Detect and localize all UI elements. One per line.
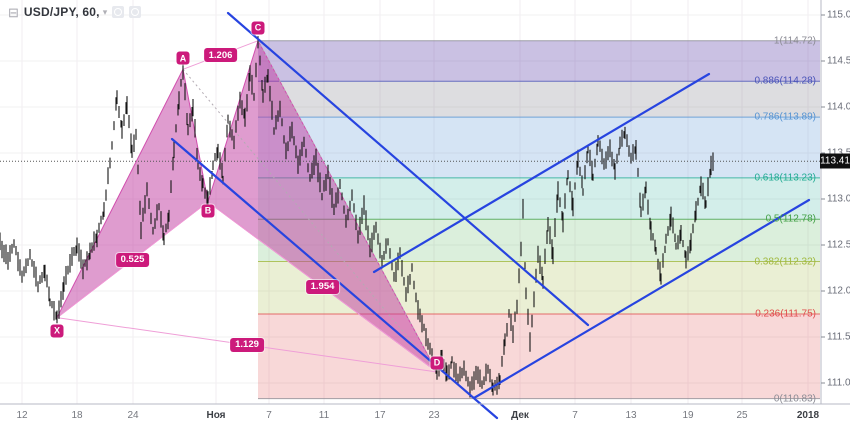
price-axis-label: 114.00 xyxy=(827,101,850,113)
chevron-down-icon[interactable]: ▾ xyxy=(102,6,108,17)
symbol-legend[interactable]: ⊟ USD/JPY, 60, ▾ xyxy=(8,4,142,20)
collapse-legend-icon[interactable]: ⊟ xyxy=(8,4,19,20)
current-price-badge: 113.41 xyxy=(820,153,850,169)
time-axis[interactable]: 12 18 24 Ноя 7 11 17 23 Дек 7 13 19 25 2018 xyxy=(0,404,850,431)
trend-line-up-channel-lower[interactable] xyxy=(472,198,811,400)
time-axis-label: 2018 xyxy=(796,410,820,421)
time-axis-label: 25 xyxy=(736,410,748,421)
price-axis-label: 113.50 xyxy=(827,148,850,159)
time-axis-label: 23 xyxy=(428,410,440,421)
symbol-title[interactable]: USD/JPY, 60, xyxy=(23,5,100,19)
time-axis-label: 13 xyxy=(625,410,637,421)
time-axis-label: 18 xyxy=(71,410,83,421)
pattern-ratio-line-AC[interactable] xyxy=(182,40,259,70)
dot-icon[interactable] xyxy=(129,6,142,18)
price-bars xyxy=(0,36,714,398)
trend-line-up-channel-upper[interactable] xyxy=(372,72,711,274)
dot-icon-glyph xyxy=(131,8,140,16)
eye-icon-glyph xyxy=(114,8,123,16)
time-axis-label: 7 xyxy=(572,410,578,421)
trend-line-down-channel-lower[interactable] xyxy=(170,137,499,420)
fib-band-0.786 xyxy=(258,117,820,178)
price-axis[interactable]: 115.00 114.50 114.00 113.50 113.00 112.50 112.… xyxy=(820,0,850,404)
fib-band-0.236 xyxy=(258,314,820,399)
price-axis-label: 115.00 xyxy=(827,9,850,21)
time-axis-label: 24 xyxy=(127,410,139,421)
price-axis-label: 114.50 xyxy=(827,55,850,67)
price-axis-label: 112.00 xyxy=(827,285,850,297)
fib-band-1 xyxy=(258,40,820,82)
time-axis-label: 19 xyxy=(682,410,694,421)
time-axis-label: Дек xyxy=(511,410,529,421)
pattern-dotted-AD xyxy=(182,68,438,373)
price-axis-label: 111.50 xyxy=(827,331,850,343)
time-axis-label: Ноя xyxy=(206,410,226,421)
eye-icon[interactable] xyxy=(112,6,125,18)
time-axis-label: 11 xyxy=(318,410,330,421)
price-axis-label: 112.50 xyxy=(827,239,850,251)
price-axis-label: 113.00 xyxy=(827,193,850,205)
time-axis-label: 12 xyxy=(16,410,28,421)
price-axis-label: 111.00 xyxy=(827,377,850,389)
time-axis-label: 7 xyxy=(266,410,272,421)
trend-line-down-channel-upper[interactable] xyxy=(226,11,590,327)
time-axis-label: 17 xyxy=(374,410,386,421)
fib-band-0.886 xyxy=(258,81,820,118)
